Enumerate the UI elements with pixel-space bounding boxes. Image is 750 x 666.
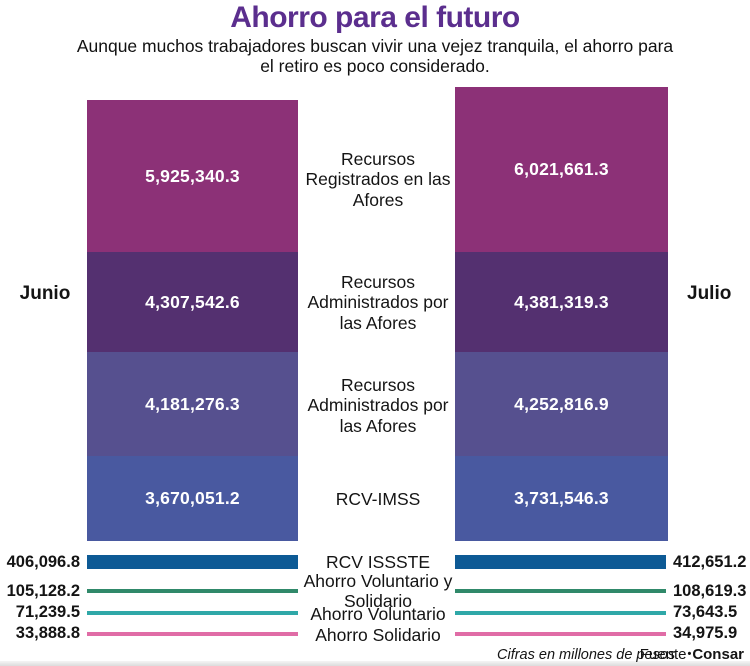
bottom-edge-strip	[0, 661, 750, 666]
segment-value: 6,021,661.3	[514, 159, 609, 179]
segment-value: 5,925,340.3	[145, 165, 240, 186]
category-label-recursos-registrados: Recursos Registrados en las Afores	[305, 149, 451, 210]
value-junio-ahorro-solidario: 33,888.8	[15, 624, 80, 642]
category-label-recursos-administrados-2: Recursos Administrados por las Afores	[307, 375, 449, 436]
value-junio-ahorro-voluntario-solidario: 105,128.2	[6, 582, 80, 600]
line-julio-ahorro-voluntario	[455, 611, 666, 615]
segment-value: 4,307,542.6	[145, 291, 240, 312]
value-julio-ahorro-voluntario-solidario: 108,619.3	[673, 582, 747, 600]
line-junio-ahorro-voluntario-solidario	[87, 589, 298, 593]
segment-julio-recursos-administrados-2: 4,252,816.9	[455, 352, 668, 456]
subtitle: Aunque muchos trabajadores buscan vivir …	[76, 36, 674, 76]
value-julio-rcv-issste: 412,651.2	[673, 553, 747, 571]
month-label-junio: Junio	[19, 283, 71, 304]
header: Ahorro para el futuro Aunque muchos trab…	[0, 0, 750, 76]
line-junio-ahorro-solidario	[87, 632, 298, 636]
category-label-ahorro-voluntario-solidario: Ahorro Voluntario y Solidario	[303, 571, 453, 612]
bullet-separator: •	[687, 648, 692, 660]
category-label-rcv-issste: RCV ISSSTE	[325, 552, 431, 572]
bar-junio-rcv-issste	[87, 555, 298, 569]
stacked-bar-julio: 6,021,661.3 4,381,319.3 4,252,816.9 3,73…	[455, 87, 668, 541]
stacked-bar-junio: 5,925,340.3 4,307,542.6 4,181,276.3 3,67…	[87, 100, 298, 541]
category-label-recursos-administrados-1: Recursos Administrados por las Afores	[307, 272, 449, 333]
segment-junio-recursos-registrados: 5,925,340.3	[87, 100, 298, 252]
segment-value: 4,252,816.9	[514, 393, 609, 414]
segment-junio-recursos-administrados-1: 4,307,542.6	[87, 252, 298, 352]
segment-value: 3,670,051.2	[145, 488, 240, 508]
segment-julio-recursos-registrados: 6,021,661.3	[455, 87, 668, 252]
category-label-ahorro-solidario: Ahorro Solidario	[315, 625, 441, 645]
value-junio-ahorro-voluntario: 71,239.5	[15, 603, 80, 621]
page-title: Ahorro para el futuro	[230, 1, 520, 34]
source-name: Consar	[692, 646, 744, 663]
units-note: Cifras en millones de pesos	[497, 647, 676, 663]
category-label-rcv-imss: RCV-IMSS	[335, 489, 421, 509]
source-label: Fuente	[639, 646, 687, 663]
value-julio-ahorro-solidario: 34,975.9	[673, 624, 738, 642]
source-credit: Fuente•Consar	[640, 646, 744, 663]
value-julio-ahorro-voluntario: 73,643.5	[673, 603, 738, 621]
category-label-ahorro-voluntario: Ahorro Voluntario	[310, 604, 446, 624]
month-label-julio: Julio	[687, 283, 732, 304]
segment-junio-recursos-administrados-2: 4,181,276.3	[87, 352, 298, 456]
value-junio-rcv-issste: 406,096.8	[6, 553, 80, 571]
bar-julio-rcv-issste	[455, 555, 666, 569]
segment-julio-rcv-imss: 3,731,546.3	[455, 456, 668, 541]
line-junio-ahorro-voluntario	[87, 611, 298, 615]
line-julio-ahorro-voluntario-solidario	[455, 589, 666, 593]
line-julio-ahorro-solidario	[455, 632, 666, 636]
segment-junio-rcv-imss: 3,670,051.2	[87, 456, 298, 541]
segment-julio-recursos-administrados-1: 4,381,319.3	[455, 252, 668, 352]
segment-value: 4,181,276.3	[145, 393, 240, 414]
segment-value: 3,731,546.3	[514, 488, 609, 508]
segment-value: 4,381,319.3	[514, 291, 609, 312]
